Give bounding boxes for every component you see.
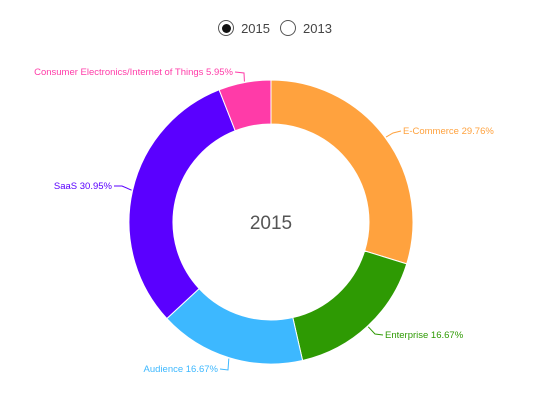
radio-unchecked-icon[interactable] [280, 20, 296, 36]
radio-label-2013: 2013 [303, 20, 332, 36]
label-connector [219, 358, 230, 371]
donut-slice-e-commerce[interactable] [270, 79, 414, 265]
slice-label: SaaS 30.95% [54, 181, 113, 192]
radio-label-2015: 2015 [241, 20, 270, 36]
donut-center-label: 2015 [250, 213, 292, 234]
label-connectors [114, 71, 402, 371]
slice-labels: E-Commerce 29.76% Enterprise 16.67% Audien… [34, 67, 494, 375]
donut-slice-saas[interactable] [128, 89, 236, 320]
donut-slice-enterprise[interactable] [292, 250, 408, 362]
slice-label: E-Commerce 29.76% [403, 126, 494, 137]
slice-label: Audience 16.67% [144, 364, 219, 375]
label-connector [385, 130, 402, 138]
donut-slice-consumer-electronics-internet-of-things[interactable] [218, 79, 272, 132]
radio-option-2013[interactable]: 2013 [280, 20, 332, 36]
donut-slices [128, 79, 414, 365]
radio-option-2015[interactable]: 2015 [218, 20, 270, 36]
label-connector [367, 326, 384, 336]
slice-label: Consumer Electronics/Internet of Things … [34, 67, 233, 78]
slice-label: Enterprise 16.67% [385, 330, 464, 341]
radio-checked-icon[interactable] [218, 20, 235, 36]
label-connector [114, 185, 132, 191]
year-toggle: 2015 2013 [0, 20, 550, 36]
label-connector [234, 71, 245, 82]
